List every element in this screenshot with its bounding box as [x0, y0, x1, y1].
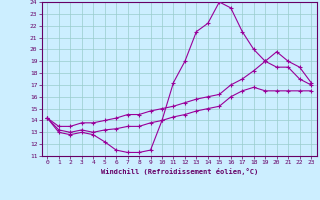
- X-axis label: Windchill (Refroidissement éolien,°C): Windchill (Refroidissement éolien,°C): [100, 168, 258, 175]
